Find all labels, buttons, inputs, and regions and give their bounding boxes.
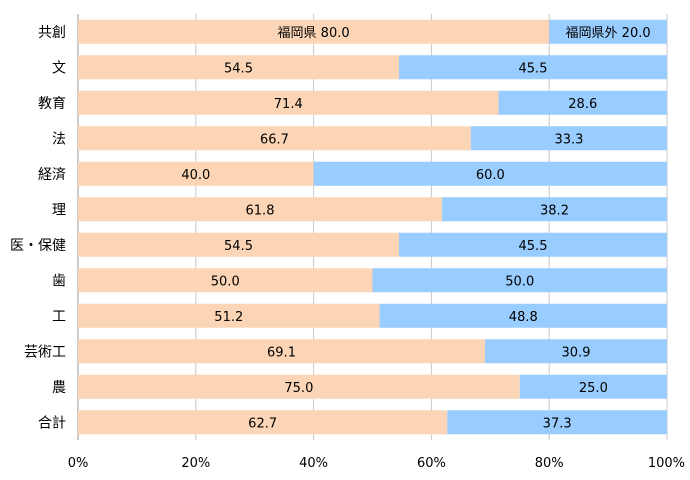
category-label: 理	[52, 202, 66, 218]
data-label: 45.5	[519, 239, 548, 254]
data-label: 62.7	[248, 416, 277, 431]
category-label: 芸術工	[24, 344, 66, 360]
data-label: 28.6	[568, 97, 597, 112]
x-tick-label: 0%	[68, 456, 89, 471]
category-label: 歯	[52, 273, 66, 289]
bar-segment-outside	[313, 161, 667, 186]
bar-segment-outside	[470, 126, 667, 151]
bar-segment-outside	[379, 303, 667, 328]
bars: 福岡県 80.0 福岡県外 20.0 54.5 45.5 71.4 28.6 66.7 33.…	[78, 19, 667, 435]
bar-segment-outside	[399, 55, 667, 80]
data-label: 51.2	[214, 310, 243, 325]
category-label: 工	[52, 309, 66, 325]
x-tick-labels: 0% 20% 40% 60% 80% 100%	[68, 456, 685, 471]
data-label: 71.4	[274, 97, 303, 112]
x-tick-label: 60%	[417, 456, 446, 471]
bar-segment-fukuoka	[78, 161, 314, 186]
data-label: 30.9	[562, 345, 591, 360]
bar-segment-fukuoka	[78, 410, 448, 435]
data-label: 66.7	[260, 132, 289, 147]
data-label: 61.8	[246, 203, 275, 218]
bar-segment-fukuoka	[78, 339, 485, 364]
data-label: 60.0	[476, 168, 505, 183]
x-tick-label: 80%	[535, 456, 564, 471]
bar-segment-outside	[519, 374, 667, 399]
bar-segment-outside	[442, 197, 667, 222]
data-label: 33.3	[554, 132, 583, 147]
category-label: 教育	[38, 96, 66, 112]
category-label: 合計	[38, 415, 66, 431]
data-label: 75.0	[284, 381, 313, 396]
data-label: 45.5	[519, 61, 548, 76]
x-tick-label: 20%	[181, 456, 210, 471]
bar-segment-outside	[399, 232, 667, 257]
bar-segment-fukuoka	[78, 55, 400, 80]
category-label: 農	[52, 380, 66, 396]
data-label: 48.8	[509, 310, 538, 325]
gridlines	[77, 14, 668, 440]
data-label: 40.0	[181, 168, 210, 183]
data-label: 54.5	[224, 239, 253, 254]
bar-segment-fukuoka	[78, 303, 380, 328]
bar-segment-fukuoka	[78, 19, 550, 44]
bar-segment-fukuoka	[78, 232, 400, 257]
data-label: 38.2	[540, 203, 569, 218]
category-label: 文	[52, 60, 66, 76]
category-label: 共創	[38, 25, 66, 41]
data-label: 37.3	[543, 416, 572, 431]
bar-segment-fukuoka	[78, 197, 443, 222]
bar-segment-outside	[372, 268, 667, 293]
bar-segment-outside	[549, 19, 667, 44]
bar-segment-fukuoka	[78, 268, 373, 293]
x-tick-label: 40%	[299, 456, 328, 471]
data-label: 54.5	[224, 61, 253, 76]
category-label: 法	[52, 131, 66, 147]
data-label: 25.0	[579, 381, 608, 396]
bar-segment-fukuoka	[78, 374, 520, 399]
bar-segment-outside	[447, 410, 667, 435]
bar-segment-outside	[498, 90, 667, 115]
data-label: 69.1	[267, 345, 296, 360]
data-label: 50.0	[211, 274, 240, 289]
x-tick-label: 100%	[648, 456, 685, 471]
bar-segment-outside	[484, 339, 667, 364]
category-label: 医・保健	[10, 238, 66, 254]
data-label: 50.0	[505, 274, 534, 289]
bar-segment-fukuoka	[78, 126, 471, 151]
category-label: 経済	[38, 167, 66, 183]
data-label: 福岡県外 20.0	[566, 26, 651, 41]
bar-segment-fukuoka	[78, 90, 499, 115]
data-label: 福岡県 80.0	[278, 26, 350, 41]
